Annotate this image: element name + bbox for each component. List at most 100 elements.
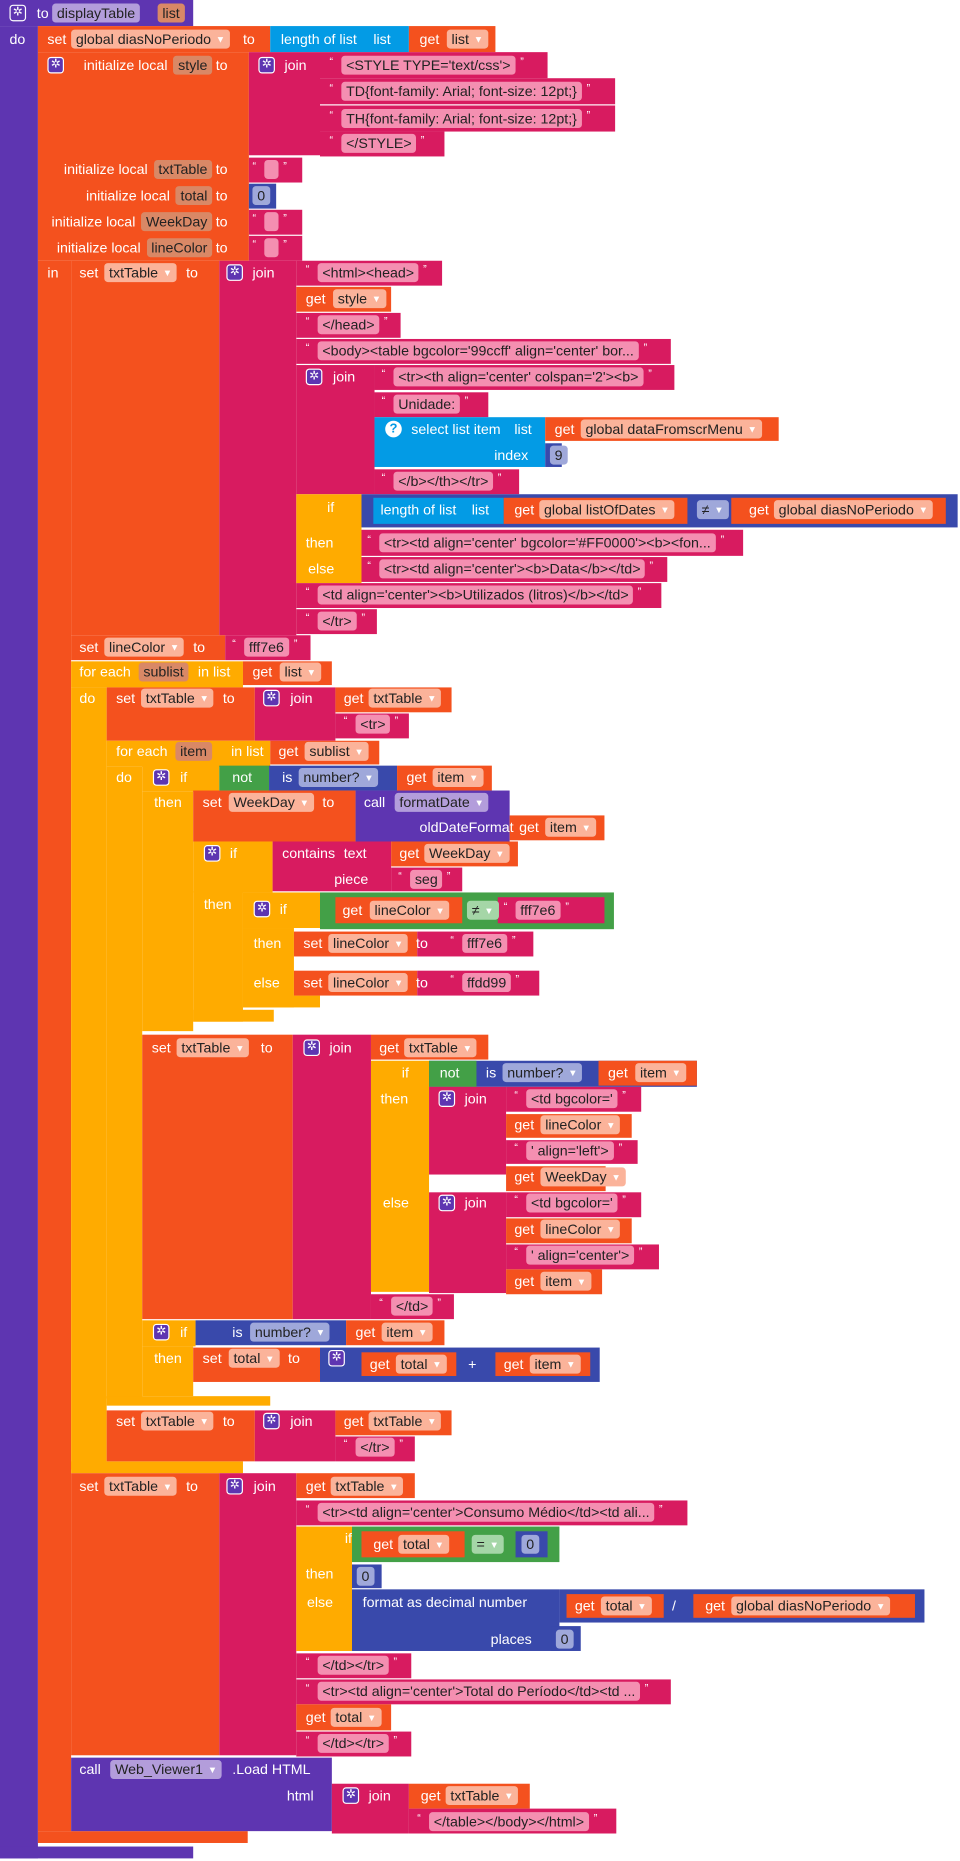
gear-icon[interactable]: ✲ xyxy=(263,1412,280,1430)
string-literal[interactable]: <tr> xyxy=(355,714,391,734)
gear-icon[interactable]: ✲ xyxy=(226,264,243,281)
dropdown-field[interactable]: item ▼ xyxy=(545,817,596,837)
gear-icon[interactable]: ✲ xyxy=(203,845,221,862)
string-literal[interactable]: fff7e6 xyxy=(244,637,289,657)
chevron-down-icon[interactable]: ▼ xyxy=(354,746,364,758)
if-footer[interactable] xyxy=(242,995,321,1008)
dropdown-field[interactable]: txtTable ▼ xyxy=(445,1786,519,1806)
string-literal[interactable]: Unidade: xyxy=(393,394,460,414)
string-literal[interactable] xyxy=(264,212,279,232)
dropdown-field[interactable]: txtTable ▼ xyxy=(330,1476,404,1496)
dropdown-field[interactable]: item ▼ xyxy=(540,1271,591,1291)
chevron-down-icon[interactable]: ▼ xyxy=(504,1790,514,1802)
number-field[interactable]: 0 xyxy=(521,1534,539,1554)
chevron-down-icon[interactable]: ▼ xyxy=(427,693,437,705)
gear-icon[interactable]: ✲ xyxy=(438,1194,456,1212)
dropdown-field[interactable]: WeekDay ▼ xyxy=(228,792,314,812)
string-literal[interactable]: <tr><th align='center' colspan='2'><b> xyxy=(393,367,644,387)
dropdown-field[interactable]: total ▼ xyxy=(228,1348,280,1368)
string-literal[interactable]: </STYLE> xyxy=(341,133,417,153)
operator-dropdown[interactable]: = ▼ xyxy=(471,1534,504,1554)
gear-icon[interactable]: ✲ xyxy=(305,368,323,386)
for-each-body[interactable] xyxy=(71,687,107,1470)
string-literal[interactable]: seg xyxy=(410,869,443,889)
string-literal[interactable] xyxy=(264,160,279,179)
dropdown-field[interactable]: total ▼ xyxy=(398,1534,449,1554)
chevron-down-icon[interactable]: ▼ xyxy=(306,667,316,678)
gear-icon[interactable]: ✲ xyxy=(258,56,275,74)
dropdown-field[interactable]: global dataFromscrMenu ▼ xyxy=(580,419,762,439)
dropdown-field[interactable]: global listOfDates ▼ xyxy=(539,500,675,520)
gear-icon[interactable]: ✲ xyxy=(9,4,27,22)
number-field[interactable]: 9 xyxy=(549,445,568,465)
dropdown-field[interactable]: item ▼ xyxy=(529,1354,581,1374)
chevron-down-icon[interactable]: ▼ xyxy=(918,504,929,516)
chevron-down-icon[interactable]: ▼ xyxy=(875,1601,886,1612)
string-literal[interactable]: <html><head> xyxy=(317,263,419,283)
dropdown-field[interactable]: txtTable ▼ xyxy=(141,688,214,708)
chevron-down-icon[interactable]: ▼ xyxy=(568,1067,578,1079)
local-variable-name-field[interactable]: txtTable xyxy=(153,160,213,179)
gear-icon[interactable]: ✲ xyxy=(303,1039,321,1057)
join-block[interactable] xyxy=(219,1473,297,1756)
dropdown-field[interactable]: list ▼ xyxy=(446,29,488,49)
chevron-down-icon[interactable]: ▼ xyxy=(462,1042,473,1054)
local-variable-name-field[interactable]: total xyxy=(175,186,213,206)
dropdown-field[interactable]: item ▼ xyxy=(635,1063,686,1083)
chevron-down-icon[interactable]: ▼ xyxy=(169,642,180,654)
string-literal[interactable]: ' align='left'> xyxy=(526,1141,614,1161)
length-of-list-block[interactable] xyxy=(270,26,409,53)
if-expression-block[interactable] xyxy=(370,1060,430,1292)
dropdown-field[interactable]: list ▼ xyxy=(279,662,321,682)
number-field[interactable]: 0 xyxy=(555,1629,574,1649)
string-literal[interactable]: fff7e6 xyxy=(515,900,561,920)
chevron-down-icon[interactable]: ▼ xyxy=(299,797,310,809)
dropdown-field[interactable]: global diasNoPeriodo ▼ xyxy=(731,1596,891,1616)
chevron-down-icon[interactable]: ▼ xyxy=(671,1067,682,1079)
chevron-down-icon[interactable]: ▼ xyxy=(434,1539,444,1551)
initialize-local-footer[interactable] xyxy=(37,1831,248,1843)
dropdown-field[interactable]: lineColor ▼ xyxy=(540,1219,621,1239)
number-field[interactable]: 0 xyxy=(356,1566,375,1586)
string-literal[interactable]: TD{font-family: Arial; font-size: 12pt;} xyxy=(341,81,582,101)
for-each-body[interactable] xyxy=(106,766,143,1399)
join-block[interactable] xyxy=(296,365,375,495)
string-literal[interactable]: <tr><td align='center'><b>Data</b></td> xyxy=(379,559,646,579)
dropdown-field[interactable]: lineColor ▼ xyxy=(328,933,409,953)
gear-icon[interactable]: ✲ xyxy=(342,1787,360,1804)
dropdown-field[interactable]: item ▼ xyxy=(381,1322,433,1342)
dropdown-field[interactable]: txtTable ▼ xyxy=(368,1411,442,1431)
chevron-down-icon[interactable]: ▼ xyxy=(207,1764,218,1776)
procedure-footer[interactable] xyxy=(0,1846,194,1859)
chevron-down-icon[interactable]: ▼ xyxy=(484,905,494,917)
chevron-down-icon[interactable]: ▼ xyxy=(427,1416,437,1427)
chevron-down-icon[interactable]: ▼ xyxy=(495,848,505,860)
string-literal[interactable] xyxy=(264,238,279,258)
string-literal[interactable]: </tr> xyxy=(317,611,357,631)
parameter-field[interactable]: list xyxy=(157,3,185,23)
chevron-down-icon[interactable]: ▼ xyxy=(393,938,404,950)
dropdown-field[interactable]: item xyxy=(175,741,212,761)
operator-dropdown[interactable]: ≠ ▼ xyxy=(466,900,499,920)
number-field[interactable]: 0 xyxy=(252,186,270,206)
contains-text-block[interactable] xyxy=(272,841,392,892)
gear-icon[interactable]: ✲ xyxy=(263,689,280,707)
dropdown-field[interactable]: txtTable ▼ xyxy=(368,688,442,708)
select-list-item-block[interactable] xyxy=(374,417,546,467)
if-body[interactable] xyxy=(242,928,294,1008)
chevron-down-icon[interactable]: ▼ xyxy=(474,797,484,809)
dropdown-field[interactable]: total ▼ xyxy=(330,1707,382,1727)
dropdown-field[interactable]: number? ▼ xyxy=(502,1063,583,1083)
length-of-list-block[interactable] xyxy=(373,497,504,524)
gear-icon[interactable]: ✲ xyxy=(152,769,170,786)
chevron-down-icon[interactable]: ▼ xyxy=(660,504,670,516)
string-literal[interactable]: </td></tr> xyxy=(317,1655,389,1675)
join-block[interactable] xyxy=(292,1034,371,1320)
gear-icon[interactable]: ✲ xyxy=(47,56,65,74)
if-body[interactable] xyxy=(142,791,194,1032)
string-literal[interactable]: </table></body></html> xyxy=(429,1812,589,1832)
chevron-down-icon[interactable]: ▼ xyxy=(371,293,382,305)
string-literal[interactable]: ffdd99 xyxy=(462,973,512,993)
chevron-down-icon[interactable]: ▼ xyxy=(199,1416,209,1427)
